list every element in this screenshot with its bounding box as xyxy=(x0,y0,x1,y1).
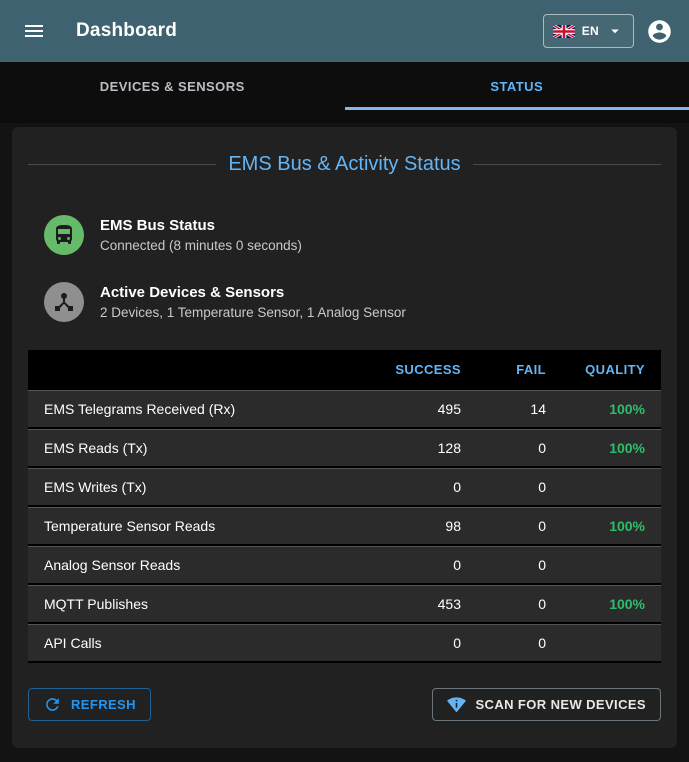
status-card: EMS Bus & Activity Status EMS Bus Status… xyxy=(12,127,677,748)
row-success: 453 xyxy=(437,596,461,612)
row-name: EMS Telegrams Received (Rx) xyxy=(44,401,236,417)
button-row: REFRESH SCAN FOR NEW DEVICES xyxy=(28,688,661,721)
table-row: MQTT Publishes 453 0 100% xyxy=(28,585,661,622)
chevron-down-icon xyxy=(606,22,624,40)
row-name: API Calls xyxy=(44,635,102,651)
hamburger-icon xyxy=(22,19,46,43)
section-title: EMS Bus & Activity Status xyxy=(228,153,461,175)
status-item-subtitle: Connected (8 minutes 0 seconds) xyxy=(100,238,302,253)
column-header-quality: QUALITY xyxy=(585,361,645,377)
row-name: MQTT Publishes xyxy=(44,596,148,612)
tab-status[interactable]: STATUS xyxy=(345,62,689,110)
row-success: 495 xyxy=(437,401,461,417)
row-fail: 14 xyxy=(530,401,546,417)
row-success: 128 xyxy=(437,440,461,456)
section-title-row: EMS Bus & Activity Status xyxy=(28,153,661,176)
row-name: Temperature Sensor Reads xyxy=(44,518,216,534)
row-fail: 0 xyxy=(538,557,546,573)
table-row: API Calls 0 0 xyxy=(28,624,661,661)
row-name: EMS Reads (Tx) xyxy=(44,440,148,456)
row-success: 0 xyxy=(453,479,461,495)
tab-devices-sensors[interactable]: DEVICES & SENSORS xyxy=(0,62,345,110)
row-fail: 0 xyxy=(538,596,546,612)
page-title: Dashboard xyxy=(76,20,178,41)
avatar xyxy=(44,282,84,322)
table-row: Temperature Sensor Reads 98 0 100% xyxy=(28,507,661,544)
status-item-title: Active Devices & Sensors xyxy=(100,284,285,301)
tab-bar: DEVICES & SENSORS STATUS xyxy=(0,62,689,123)
row-success: 0 xyxy=(453,635,461,651)
row-quality: 100% xyxy=(609,440,645,456)
row-quality: 100% xyxy=(609,596,645,612)
column-header-success: SUCCESS xyxy=(395,361,461,377)
refresh-button[interactable]: REFRESH xyxy=(28,688,151,721)
row-fail: 0 xyxy=(538,635,546,651)
column-header-fail: FAIL xyxy=(516,361,546,377)
refresh-button-label: REFRESH xyxy=(71,697,136,712)
divider-line xyxy=(28,164,217,165)
row-fail: 0 xyxy=(538,440,546,456)
row-quality: 100% xyxy=(609,401,645,417)
status-item-title: EMS Bus Status xyxy=(100,217,216,234)
active-tab-indicator xyxy=(344,107,689,110)
scan-button-label: SCAN FOR NEW DEVICES xyxy=(475,697,646,712)
row-name: EMS Writes (Tx) xyxy=(44,479,147,495)
row-success: 98 xyxy=(445,518,461,534)
row-fail: 0 xyxy=(538,518,546,534)
account-button[interactable] xyxy=(646,18,673,45)
row-fail: 0 xyxy=(538,479,546,495)
table-row: EMS Writes (Tx) 0 0 xyxy=(28,468,661,505)
device-hub-icon xyxy=(52,290,76,314)
table-row: EMS Reads (Tx) 128 0 100% xyxy=(28,429,661,466)
refresh-icon xyxy=(43,695,62,714)
language-label: EN xyxy=(581,24,599,38)
app-bar: Dashboard EN xyxy=(0,0,689,62)
status-item-subtitle: 2 Devices, 1 Temperature Sensor, 1 Analo… xyxy=(100,305,406,320)
account-circle-icon xyxy=(646,18,673,45)
scan-wifi-icon xyxy=(447,695,467,714)
divider-line xyxy=(472,164,661,165)
scan-for-new-devices-button[interactable]: SCAN FOR NEW DEVICES xyxy=(432,688,661,721)
row-name: Analog Sensor Reads xyxy=(44,557,181,573)
row-success: 0 xyxy=(453,557,461,573)
ems-bus-status-item: EMS Bus Status Connected (8 minutes 0 se… xyxy=(28,208,661,262)
bus-icon xyxy=(52,223,76,247)
active-devices-item: Active Devices & Sensors 2 Devices, 1 Te… xyxy=(28,275,661,329)
uk-flag-icon xyxy=(552,24,575,38)
table-header-row: SUCCESS FAIL QUALITY xyxy=(28,350,661,388)
language-select[interactable]: EN xyxy=(542,14,634,48)
activity-table: SUCCESS FAIL QUALITY EMS Telegrams Recei… xyxy=(28,350,661,663)
row-quality: 100% xyxy=(609,518,645,534)
table-row: EMS Telegrams Received (Rx) 495 14 100% xyxy=(28,390,661,427)
menu-button[interactable] xyxy=(18,15,50,47)
table-row: Analog Sensor Reads 0 0 xyxy=(28,546,661,583)
status-list: EMS Bus Status Connected (8 minutes 0 se… xyxy=(28,208,661,329)
avatar xyxy=(44,215,84,255)
